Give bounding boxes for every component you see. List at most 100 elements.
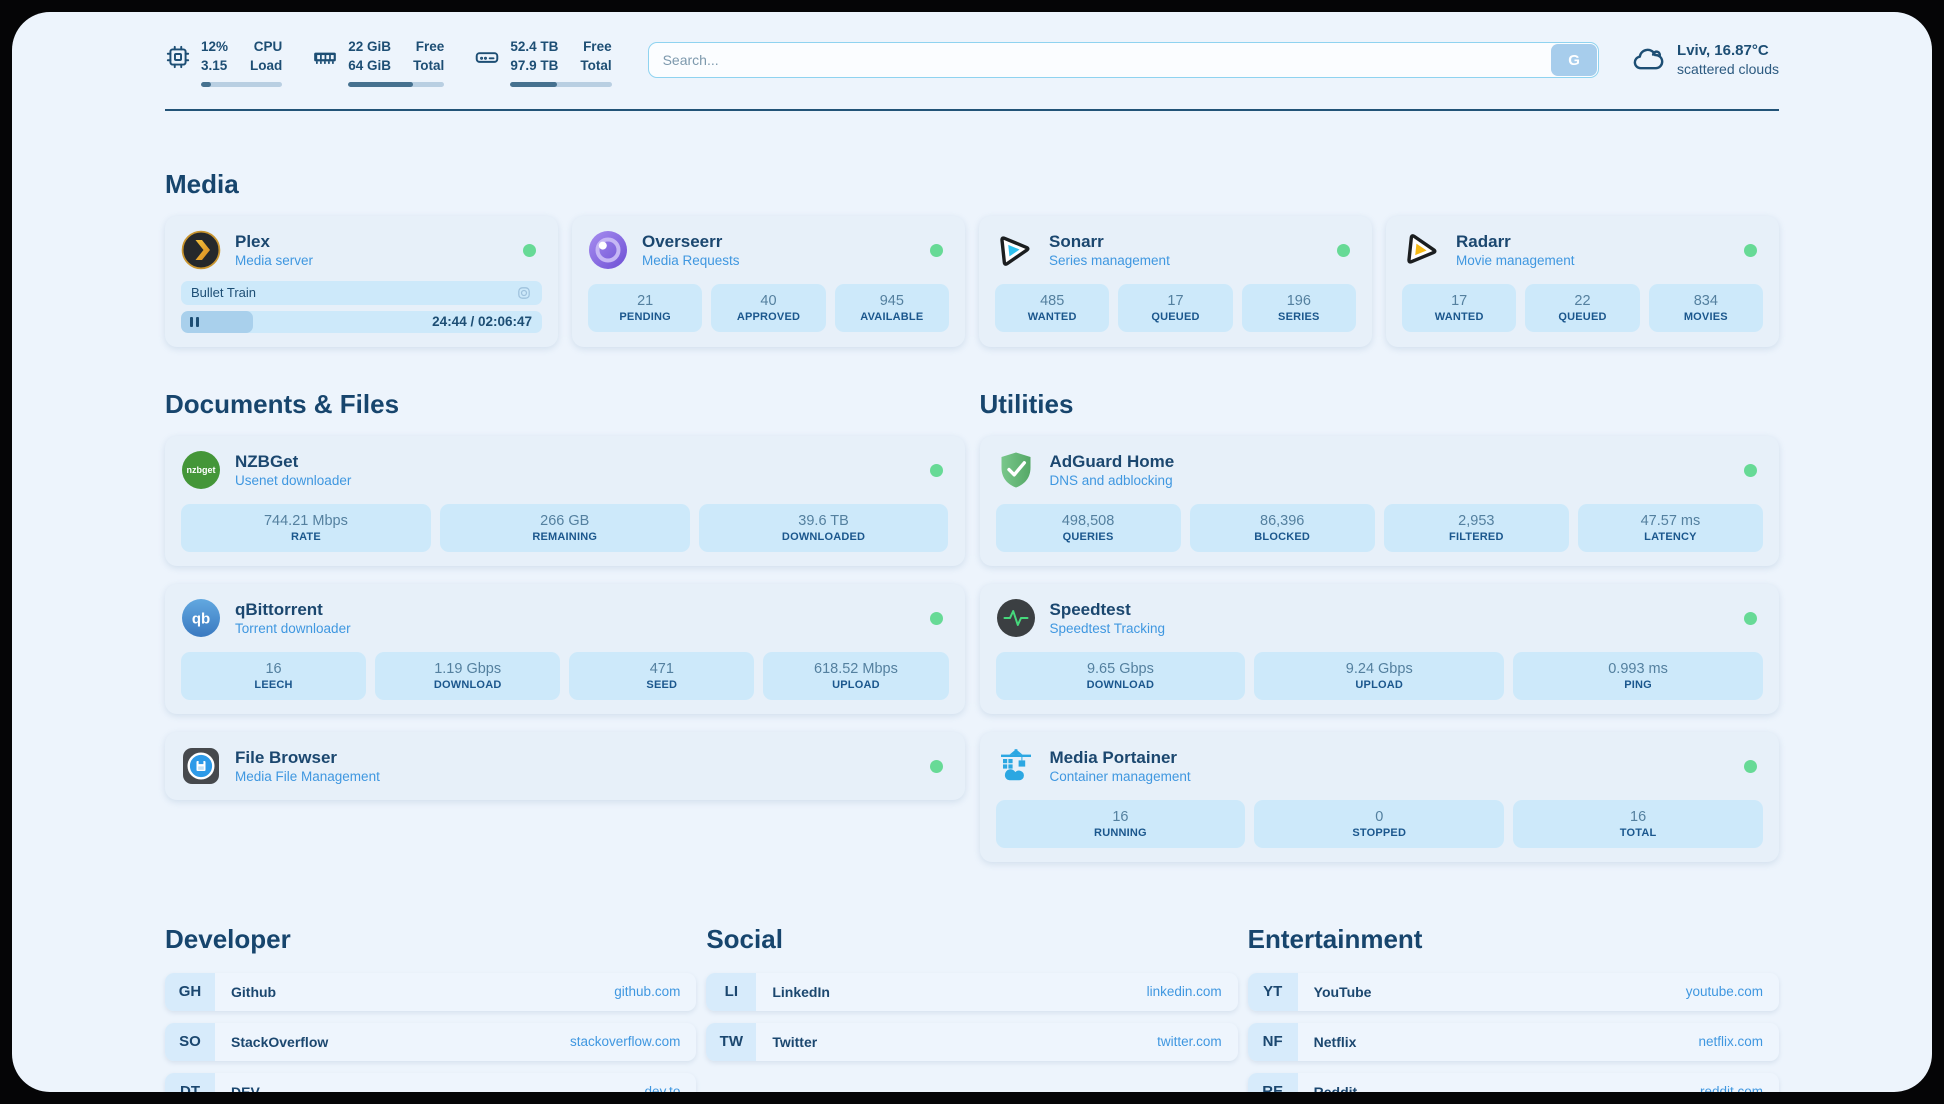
bookmark-youtube[interactable]: YT YouTube youtube.com bbox=[1247, 972, 1779, 1011]
nzbget-card[interactable]: nzbget NZBGet Usenet downloader 744.21 M… bbox=[165, 435, 965, 566]
github-abbr-tile: GH bbox=[165, 972, 215, 1011]
weather-location: Lviv, 16.87°C bbox=[1677, 42, 1769, 59]
plex-card[interactable]: Plex Media server Bullet Train 24:44 / 0… bbox=[165, 215, 558, 347]
bookmarks-developer: Developer GH Github github.com SO StackO… bbox=[165, 923, 697, 1092]
session-view-icon bbox=[518, 286, 530, 299]
section-title-developer: Developer bbox=[165, 923, 291, 954]
nzbget-stat-downloaded: 39.6 TB DOWNLOADED bbox=[698, 503, 949, 552]
overseerr-name: Overseerr bbox=[642, 232, 723, 252]
svg-text:qb: qb bbox=[192, 610, 210, 627]
section-title-documents: Documents & Files bbox=[165, 388, 400, 419]
disk-free-value: 52.4 TB bbox=[510, 39, 559, 54]
radarr-status-dot bbox=[1744, 243, 1757, 257]
ram-icon bbox=[314, 52, 337, 64]
speedtest-stat-upload: 9.24 Gbps UPLOAD bbox=[1254, 651, 1505, 700]
speedtest-pulse-icon bbox=[996, 598, 1035, 637]
sonarr-name: Sonarr bbox=[1049, 232, 1104, 252]
qbittorrent-stat-upload: 618.52 Mbps UPLOAD bbox=[763, 651, 949, 700]
bookmark-github[interactable]: GH Github github.com bbox=[165, 972, 697, 1011]
sonarr-icon bbox=[1000, 236, 1030, 266]
bookmark-stackoverflow[interactable]: SO StackOverflow stackoverflow.com bbox=[165, 1022, 697, 1061]
disk-total-value: 97.9 TB bbox=[510, 57, 559, 73]
weather-widget: Lviv, 16.87°C scattered clouds bbox=[1631, 40, 1779, 77]
sonarr-card[interactable]: Sonarr Series management 485 WANTED 17 Q… bbox=[979, 215, 1372, 347]
bookmark-netflix[interactable]: NF Netflix netflix.com bbox=[1247, 1022, 1779, 1061]
cpu-load-value: 3.15 bbox=[201, 57, 228, 73]
memory-total-value: 64 GiB bbox=[348, 57, 392, 73]
search-input[interactable] bbox=[647, 42, 1600, 78]
nzbget-subtitle: Usenet downloader bbox=[235, 473, 352, 489]
section-title-entertainment: Entertainment bbox=[1247, 923, 1423, 954]
radarr-stat-wanted: 17 WANTED bbox=[1402, 283, 1517, 332]
sonarr-status-dot bbox=[1337, 243, 1350, 257]
speedtest-card[interactable]: Speedtest Speedtest Tracking 9.65 Gbps D… bbox=[979, 583, 1779, 714]
cpu-chip-icon bbox=[166, 45, 190, 69]
filebrowser-icon bbox=[183, 747, 219, 784]
bookmark-linkedin[interactable]: LI LinkedIn linkedin.com bbox=[706, 972, 1238, 1011]
adguard-stat-filtered: 2,953 FILTERED bbox=[1383, 503, 1569, 552]
sonarr-stat-queued: 17 QUEUED bbox=[1118, 283, 1233, 332]
search-provider-button[interactable]: G bbox=[1551, 44, 1598, 76]
linkedin-abbr-tile: LI bbox=[706, 972, 757, 1011]
qbittorrent-stat-leech: 16 LEECH bbox=[181, 651, 367, 700]
section-title-media: Media bbox=[165, 168, 239, 199]
qbittorrent-card[interactable]: qb qBittorrent Torrent downloader 16 LEE… bbox=[165, 583, 965, 714]
speedtest-status-dot bbox=[1744, 611, 1757, 625]
adguard-status-dot bbox=[1744, 463, 1757, 477]
filebrowser-name: File Browser bbox=[235, 748, 338, 768]
qbittorrent-stat-download: 1.19 Gbps DOWNLOAD bbox=[375, 651, 561, 700]
sonarr-stat-series: 196 SERIES bbox=[1241, 283, 1356, 332]
filebrowser-card[interactable]: File Browser Media File Management bbox=[165, 731, 965, 800]
cloud-icon bbox=[1633, 48, 1664, 69]
memory-progress-bar bbox=[348, 81, 445, 87]
overseerr-card[interactable]: Overseerr Media Requests 21 PENDING 40 A… bbox=[572, 215, 965, 347]
radarr-name: Radarr bbox=[1456, 232, 1511, 252]
dev-abbr-tile: DT bbox=[165, 1072, 215, 1092]
overseerr-stat-available: 945 AVAILABLE bbox=[834, 283, 949, 332]
sonarr-stat-wanted: 485 WANTED bbox=[995, 283, 1110, 332]
qbittorrent-subtitle: Torrent downloader bbox=[235, 621, 351, 637]
cpu-usage-label: CPU bbox=[253, 39, 283, 54]
media-card-row: Plex Media server Bullet Train 24:44 / 0… bbox=[165, 215, 1779, 347]
memory-free-value: 22 GiB bbox=[348, 39, 392, 54]
plex-subtitle: Media server bbox=[235, 253, 314, 269]
nzbget-stat-rate: 744.21 Mbps RATE bbox=[181, 503, 431, 552]
plex-playback-time: 24:44 / 02:06:47 bbox=[432, 314, 532, 330]
adguard-stat-queries: 498,508 QUERIES bbox=[995, 503, 1181, 552]
qbittorrent-stat-seed: 471 SEED bbox=[569, 651, 755, 700]
bookmark-dev[interactable]: DT DEV dev.to bbox=[165, 1072, 697, 1092]
bookmarks-entertainment: Entertainment YT YouTube youtube.com NF … bbox=[1247, 923, 1779, 1092]
speedtest-subtitle: Speedtest Tracking bbox=[1049, 621, 1166, 637]
speedtest-stat-download: 9.65 Gbps DOWNLOAD bbox=[995, 651, 1246, 700]
plex-status-dot bbox=[523, 243, 536, 257]
bookmarks-section: Developer GH Github github.com SO StackO… bbox=[165, 924, 1779, 1092]
svg-text:nzbget: nzbget bbox=[187, 465, 216, 475]
portainer-status-dot bbox=[1744, 759, 1757, 773]
plex-name: Plex bbox=[235, 232, 270, 252]
cpu-usage-value: 12% bbox=[201, 39, 229, 54]
nzbget-stat-remaining: 266 GB REMAINING bbox=[439, 503, 690, 552]
documents-column: Documents & Files nzbget NZBGet Usenet d… bbox=[165, 389, 965, 862]
bookmark-twitter[interactable]: TW Twitter twitter.com bbox=[706, 1022, 1238, 1061]
radarr-stat-queued: 22 QUEUED bbox=[1525, 283, 1640, 332]
disk-icon bbox=[476, 52, 499, 63]
portainer-card[interactable]: Media Portainer Container management 16 … bbox=[979, 731, 1779, 862]
portainer-stat-stopped: 0 STOPPED bbox=[1254, 799, 1505, 848]
overseerr-subtitle: Media Requests bbox=[642, 253, 740, 269]
bookmark-reddit[interactable]: RE Reddit reddit.com bbox=[1247, 1072, 1779, 1092]
system-widgets: 12% 3.15 CPU Load bbox=[165, 38, 612, 87]
nzbget-name: NZBGet bbox=[235, 452, 299, 472]
adguard-stat-latency: 47.57 ms LATENCY bbox=[1577, 503, 1763, 552]
radarr-stat-movies: 834 MOVIES bbox=[1648, 283, 1763, 332]
portainer-crane-icon bbox=[1000, 748, 1031, 780]
qbittorrent-icon: qb bbox=[182, 598, 220, 637]
overseerr-icon bbox=[589, 230, 627, 269]
section-title-utilities: Utilities bbox=[979, 388, 1074, 419]
radarr-card[interactable]: Radarr Movie management 17 WANTED 22 QUE… bbox=[1386, 215, 1779, 347]
adguard-card[interactable]: AdGuard Home DNS and adblocking 498,508 … bbox=[979, 435, 1779, 566]
pause-icon bbox=[190, 316, 199, 327]
qbittorrent-name: qBittorrent bbox=[235, 600, 323, 620]
disk-widget: 52.4 TB 97.9 TB Free Total bbox=[474, 38, 612, 87]
overseerr-status-dot bbox=[930, 243, 943, 257]
disk-progress-bar bbox=[510, 81, 612, 87]
